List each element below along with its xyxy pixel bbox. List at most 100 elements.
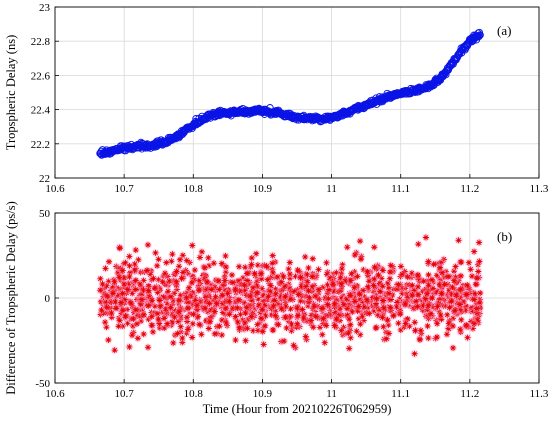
difference-point [320,338,329,347]
difference-point [289,341,298,350]
difference-point [240,281,249,290]
difference-point [469,247,479,256]
difference-point [355,289,364,299]
difference-point [432,319,442,328]
difference-point [115,244,125,253]
difference-point [442,330,452,339]
b-x-tick-label: 11.2 [460,388,479,400]
difference-point [260,321,270,330]
difference-point [195,285,204,295]
difference-point [139,329,148,339]
difference-point [337,264,347,274]
difference-point [457,257,466,267]
difference-point [318,330,327,339]
b-y-tick-label: 50 [39,208,51,220]
panel-b-x-axis-label: Time (Hour from 20210226T062959) [203,402,392,416]
difference-point [172,277,181,286]
difference-point [142,266,152,275]
difference-point [279,336,289,346]
difference-point [449,266,459,276]
difference-point [332,268,341,277]
difference-point [398,289,407,298]
a-y-tick-label: 22.8 [31,36,51,48]
difference-point [210,329,219,339]
difference-point [189,310,198,319]
difference-point [384,289,394,298]
a-y-tick-label: 23 [39,2,51,14]
difference-point [424,257,433,266]
difference-point [233,317,242,327]
difference-point [364,277,374,286]
difference-point [147,296,157,305]
difference-point [194,283,203,292]
difference-point [475,295,484,304]
difference-point [285,258,295,267]
difference-point [423,301,433,310]
difference-point [107,308,116,318]
difference-point [370,262,379,272]
difference-point [150,284,160,293]
difference-point [139,310,149,320]
difference-point [296,296,305,306]
difference-point [293,319,302,328]
difference-point [170,313,179,322]
difference-point [454,236,463,245]
difference-point [378,282,388,291]
difference-point [104,335,113,345]
difference-point [424,333,433,343]
difference-point [233,303,242,313]
difference-point [239,298,249,307]
difference-point [314,285,324,294]
difference-point [271,289,281,298]
difference-point [281,312,290,322]
difference-point [155,319,164,328]
difference-point [394,319,403,328]
difference-point [396,309,405,319]
panel-a-points [96,28,484,159]
difference-point [247,312,256,321]
difference-point [277,304,286,313]
difference-point [310,302,319,311]
difference-point [200,263,210,273]
difference-point [432,271,442,280]
difference-point [344,315,354,324]
difference-point [294,290,303,299]
difference-point [264,292,273,301]
difference-point [291,272,300,281]
difference-point [152,261,162,270]
difference-point [217,315,227,325]
difference-point [448,321,458,331]
difference-point [188,241,197,250]
difference-point [154,255,163,264]
difference-point [234,295,244,304]
difference-point [353,272,362,281]
difference-point [178,333,187,343]
difference-point [133,334,143,343]
difference-point [122,305,132,314]
difference-point [166,303,175,312]
difference-point [461,320,471,330]
difference-point [449,276,459,285]
difference-point [382,334,391,343]
difference-point [471,280,480,289]
difference-point [410,349,419,358]
b-x-tick-label: 11.1 [391,388,410,400]
difference-point [176,322,185,331]
panel-b-x-ticks: 10.6 10.7 10.8 10.9 11 11.1 11.2 11.3 [45,379,549,400]
b-y-tick-label: 0 [45,293,51,305]
difference-point [119,279,129,289]
difference-point [433,302,442,311]
difference-point [437,315,446,324]
difference-point [123,319,132,328]
difference-point [299,310,309,319]
difference-point [204,324,214,333]
difference-point [100,318,110,327]
difference-point [242,269,252,278]
difference-point [160,268,170,278]
difference-point [455,300,465,309]
difference-point [209,258,219,268]
difference-point [192,301,202,310]
a-y-tick-label: 22 [39,173,50,185]
difference-point [271,311,280,320]
